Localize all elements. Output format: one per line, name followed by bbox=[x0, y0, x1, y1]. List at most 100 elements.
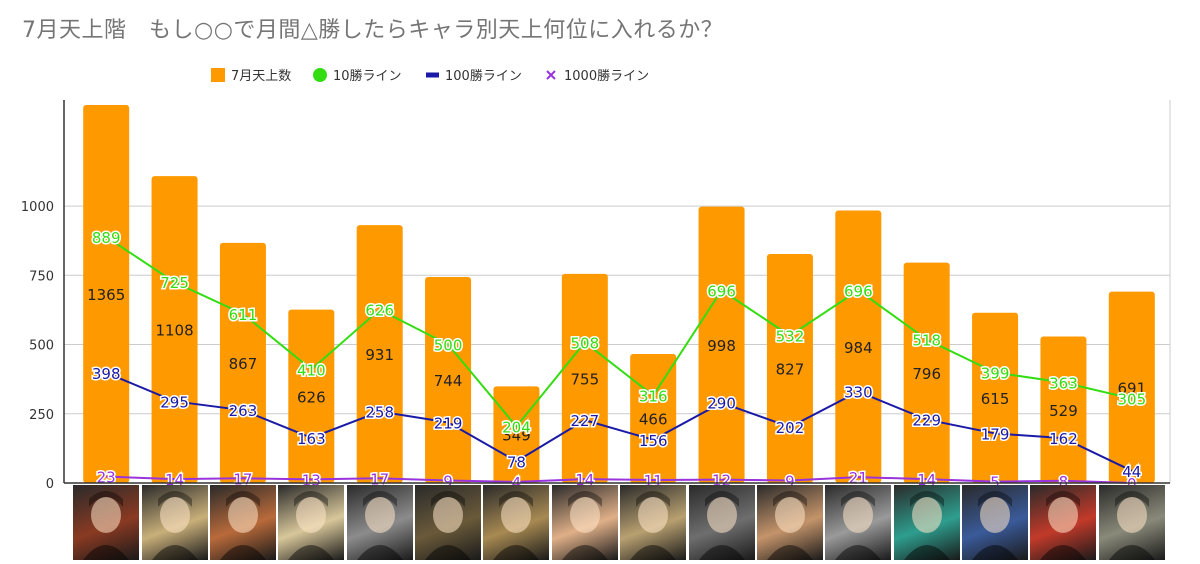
line-value-label: 290 bbox=[707, 395, 736, 413]
line-value-label: 163 bbox=[297, 430, 326, 448]
line-value-label: 162 bbox=[1049, 430, 1078, 448]
bar bbox=[903, 262, 950, 483]
bar bbox=[288, 309, 335, 483]
line-value-label: 363 bbox=[1049, 374, 1078, 392]
character-portrait bbox=[962, 485, 1029, 560]
character-portrait bbox=[893, 485, 960, 560]
line-value-label: 295 bbox=[160, 393, 189, 411]
character-portrait bbox=[688, 485, 755, 560]
line-value-label: 532 bbox=[776, 328, 805, 346]
bar-value-label: 529 bbox=[1049, 402, 1078, 420]
axes: 0 250 500 750 1000 bbox=[21, 100, 1171, 492]
bar bbox=[972, 312, 1019, 483]
bar bbox=[835, 210, 882, 483]
character-portrait bbox=[73, 485, 140, 560]
legend-label: 10勝ライン bbox=[333, 69, 402, 84]
line-value-label: 330 bbox=[844, 384, 873, 402]
bar-value-label: 827 bbox=[776, 360, 805, 378]
character-portrait bbox=[551, 485, 618, 560]
legend: 7月天上数 10勝ライン 100勝ライン 1000勝ライン bbox=[211, 68, 649, 84]
bar-value-label: 755 bbox=[570, 370, 599, 388]
y-tick-label: 1000 bbox=[21, 200, 54, 215]
line-value-label: 518 bbox=[912, 332, 941, 350]
character-portrait bbox=[756, 485, 823, 560]
line-value-label: 725 bbox=[160, 274, 189, 292]
bar-value-label: 626 bbox=[297, 388, 326, 406]
character-portrait bbox=[825, 485, 892, 560]
bar bbox=[698, 206, 745, 483]
line-value-label: 305 bbox=[1117, 391, 1146, 409]
bar-value-label: 931 bbox=[365, 346, 394, 364]
bar-value-label: 796 bbox=[912, 365, 941, 383]
bar bbox=[83, 105, 130, 483]
character-portrait bbox=[415, 485, 482, 560]
bar-value-label: 744 bbox=[434, 372, 463, 390]
line-value-label: 258 bbox=[365, 404, 394, 422]
y-tick-label: 0 bbox=[46, 477, 54, 492]
line-value-label: 398 bbox=[92, 365, 121, 383]
line-value-label: 219 bbox=[434, 414, 463, 432]
bar-value-label: 615 bbox=[981, 390, 1010, 408]
line-value-label: 410 bbox=[297, 361, 326, 379]
data-labels: 1365 1108 867 626 931 744 349 755 466 998 827 984 79… bbox=[87, 227, 1148, 494]
bar-value-label: 1365 bbox=[87, 286, 125, 304]
line-value-label: 696 bbox=[844, 282, 873, 300]
line-value-label: 78 bbox=[507, 453, 526, 471]
bar bbox=[219, 242, 266, 483]
character-portrait bbox=[346, 485, 413, 560]
line-value-label: 227 bbox=[570, 412, 599, 430]
line-value-label: 202 bbox=[776, 419, 805, 437]
legend-label: 1000勝ライン bbox=[564, 69, 649, 84]
line-value-label: 316 bbox=[639, 387, 668, 405]
line-value-label: 263 bbox=[229, 402, 258, 420]
line-value-label: 204 bbox=[502, 419, 531, 437]
series-line bbox=[105, 235, 1133, 429]
character-portrait bbox=[278, 485, 345, 560]
legend-swatch-bar bbox=[211, 68, 225, 82]
bar-value-label: 867 bbox=[229, 355, 258, 373]
bar bbox=[356, 225, 403, 483]
bar-value-label: 691 bbox=[1117, 379, 1146, 397]
character-portrait bbox=[209, 485, 276, 560]
bar bbox=[151, 176, 198, 483]
legend-label: 7月天上数 bbox=[231, 69, 291, 84]
series-line bbox=[105, 371, 1133, 472]
legend-swatch-dash bbox=[426, 72, 439, 78]
bar bbox=[1040, 336, 1087, 483]
legend-swatch-x bbox=[546, 70, 556, 80]
bars bbox=[83, 105, 1155, 483]
bar bbox=[493, 386, 540, 483]
bar bbox=[561, 273, 608, 483]
y-tick-label: 250 bbox=[29, 408, 54, 423]
line-value-label: 17 bbox=[233, 470, 252, 488]
character-portrait bbox=[1030, 485, 1097, 560]
line-value-label: 44 bbox=[1122, 463, 1141, 481]
line-value-label: 508 bbox=[570, 334, 599, 352]
legend-swatch-circle bbox=[313, 68, 327, 82]
line-value-label: 626 bbox=[365, 302, 394, 320]
line-value-label: 229 bbox=[912, 412, 941, 430]
character-portrait bbox=[1098, 485, 1165, 560]
series-line bbox=[106, 475, 1132, 484]
line-value-label: 17 bbox=[370, 470, 389, 488]
bar-value-label: 466 bbox=[639, 410, 668, 428]
y-tick-label: 750 bbox=[29, 269, 54, 284]
chart-title: 7月天上階 もし○○で月間△勝したらキャラ別天上何位に入れるか？ bbox=[22, 18, 724, 43]
line-value-label: 399 bbox=[981, 365, 1010, 383]
bar-value-label: 1108 bbox=[155, 322, 193, 340]
line-value-label: 500 bbox=[434, 337, 463, 355]
line-value-label: 23 bbox=[97, 469, 116, 487]
bar-value-label: 984 bbox=[844, 339, 873, 357]
bar bbox=[1108, 291, 1155, 483]
y-tick-label: 500 bbox=[29, 339, 54, 354]
character-portrait bbox=[620, 485, 687, 560]
line-value-label: 696 bbox=[707, 282, 736, 300]
line-value-label: 889 bbox=[92, 229, 121, 247]
bar bbox=[766, 253, 813, 483]
bar-value-label: 349 bbox=[502, 427, 531, 445]
bar bbox=[425, 276, 472, 483]
series-lines bbox=[105, 235, 1133, 484]
legend-label: 100勝ライン bbox=[445, 69, 522, 84]
line-value-label: 179 bbox=[981, 425, 1010, 443]
